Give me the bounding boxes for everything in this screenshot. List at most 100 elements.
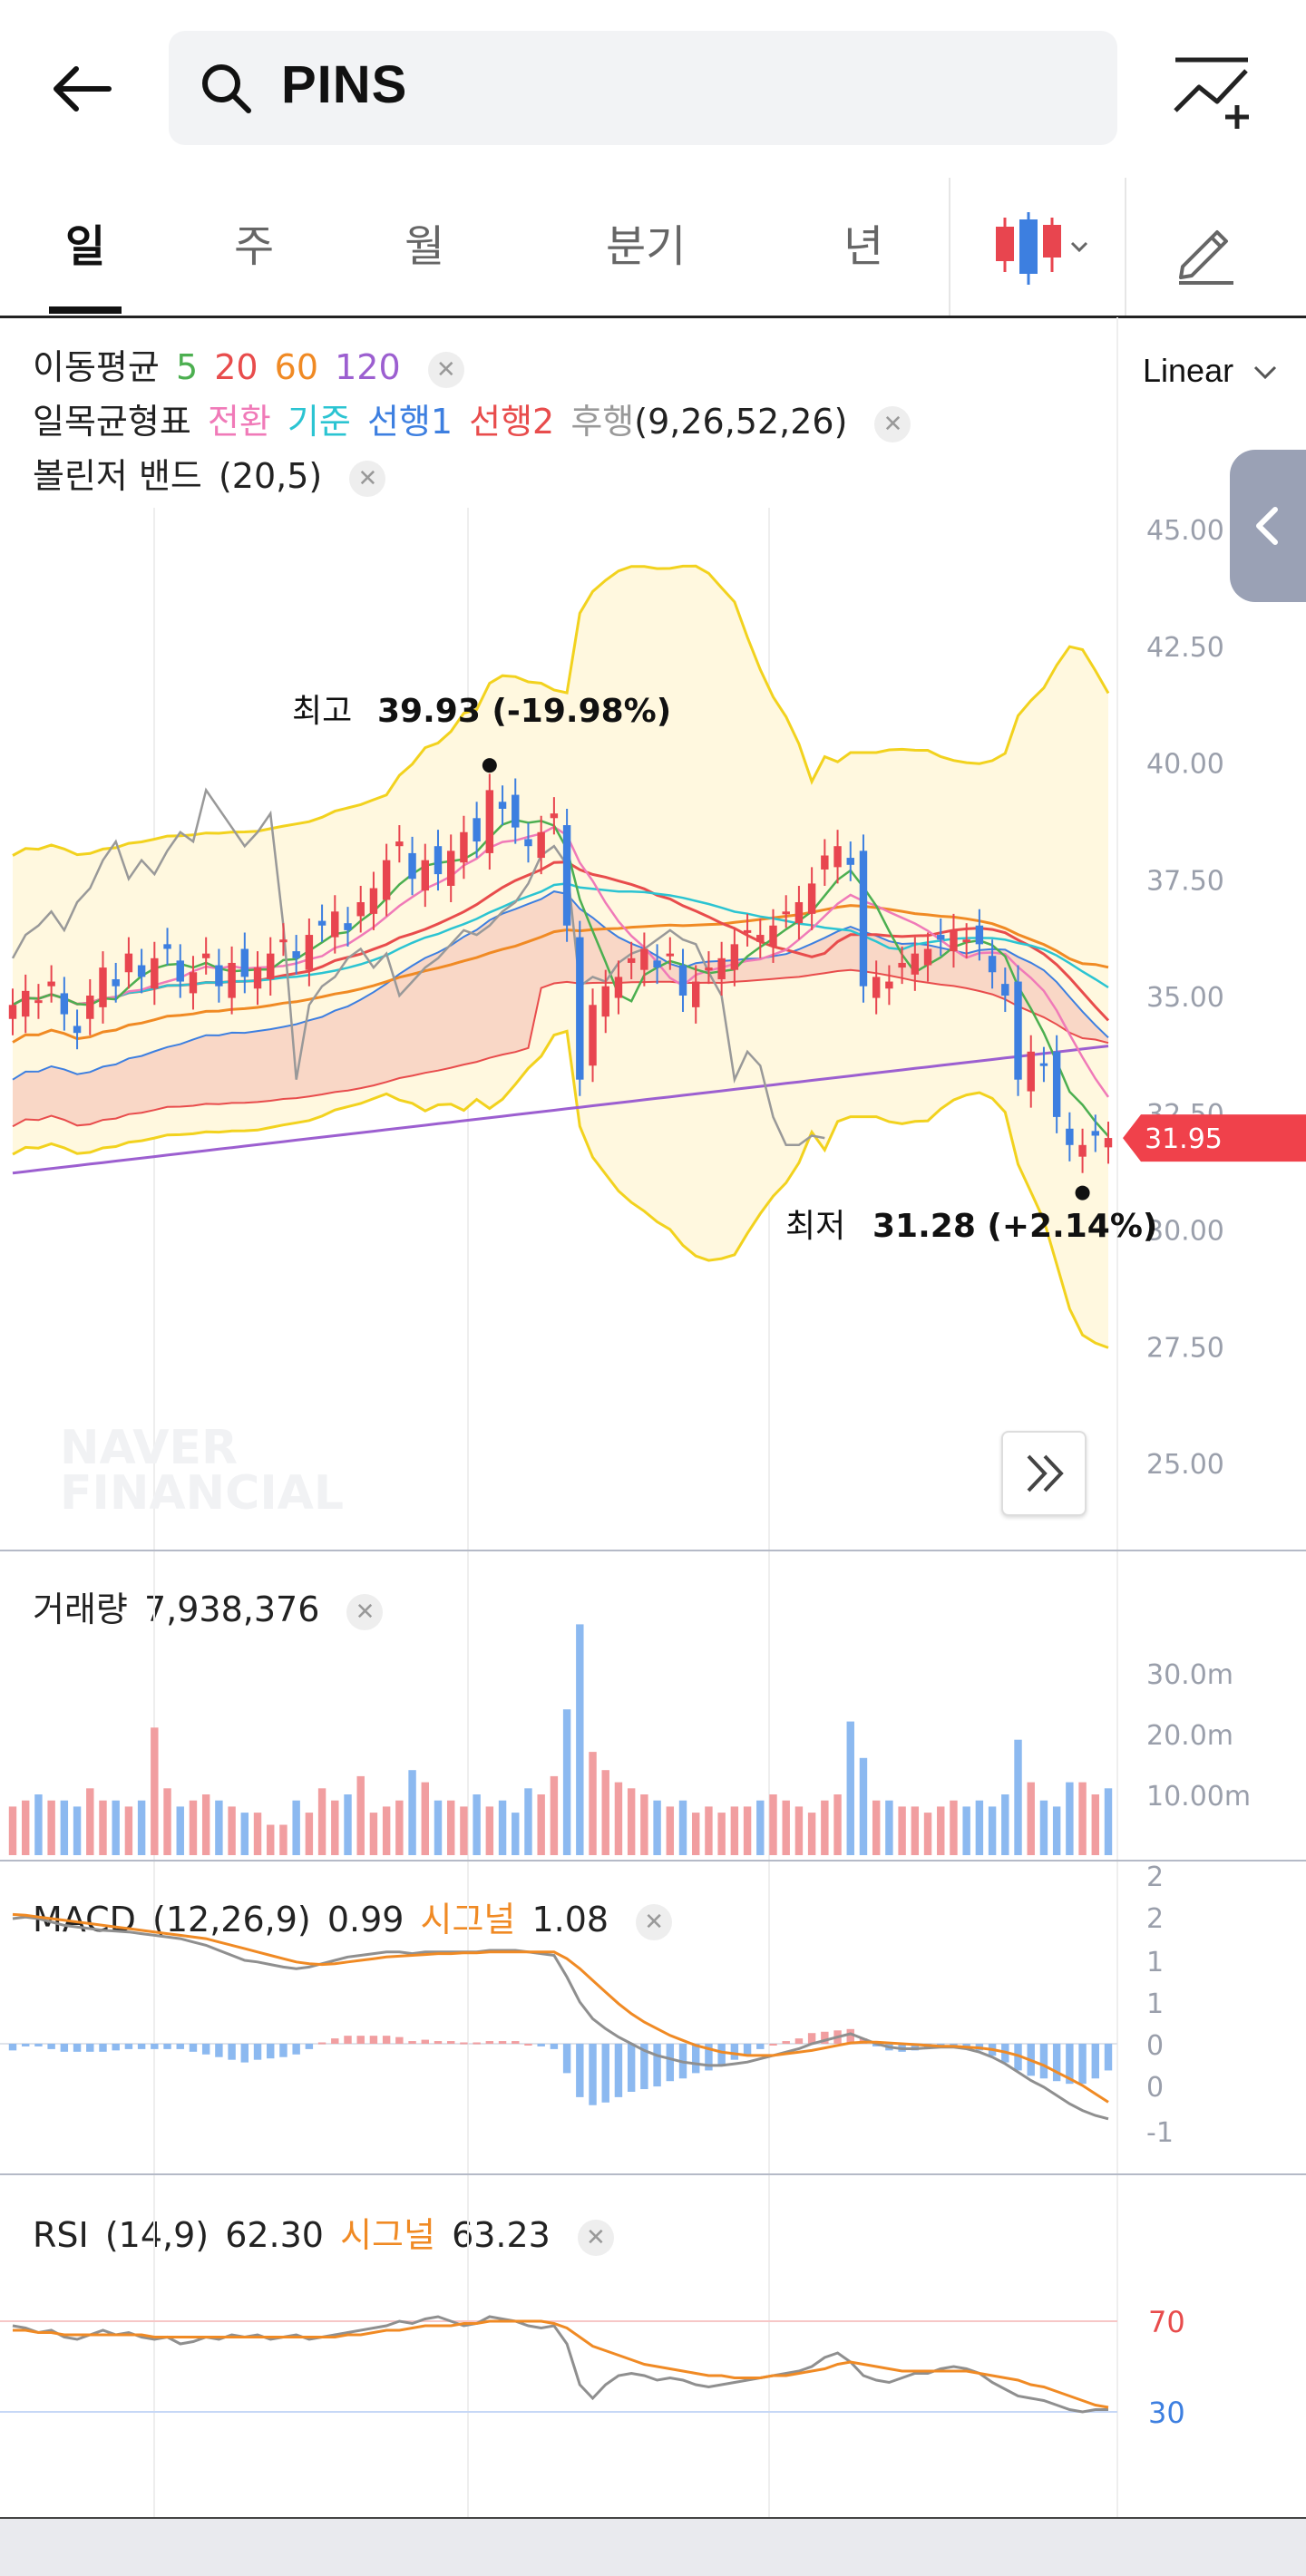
volume-bar (885, 1800, 893, 1855)
tab-quarter[interactable]: 분기 (606, 221, 687, 272)
candle (305, 919, 314, 987)
macd-histogram-bar (537, 2044, 545, 2046)
low-value: 31.28 (+2.14%) (872, 1208, 1157, 1245)
draw-button[interactable] (1170, 214, 1243, 287)
remove-bollinger-button[interactable]: ✕ (349, 460, 386, 497)
volume-bar (331, 1800, 339, 1855)
scroll-to-latest-button[interactable] (1001, 1431, 1087, 1516)
macd-histogram-bar (253, 2044, 262, 2060)
candle-body (627, 957, 636, 963)
candle (859, 834, 868, 1003)
macd-histogram-bar (498, 2041, 507, 2044)
scale-label: Linear (1143, 352, 1234, 389)
candle (653, 944, 661, 985)
candle (344, 907, 352, 947)
volume-bar (279, 1824, 288, 1855)
candle-body (434, 846, 443, 875)
candle (601, 969, 609, 1034)
scale-dropdown[interactable]: Linear (1143, 352, 1279, 390)
macd-histogram-bar (1104, 2044, 1113, 2071)
candle (369, 871, 378, 930)
candle-body (228, 962, 236, 998)
candle (730, 928, 739, 987)
candle (678, 948, 687, 1013)
ma20-label: 20 (214, 347, 258, 387)
candle (743, 913, 752, 947)
macd-histogram-bar (1039, 2044, 1048, 2079)
remove-rsi-button[interactable]: ✕ (577, 2219, 614, 2256)
macd-histogram-bar (576, 2044, 584, 2097)
candle (99, 951, 107, 1024)
lagging-span-line (11, 787, 825, 1147)
macd-histogram-bar (473, 2042, 481, 2045)
candle-body (446, 851, 455, 886)
chart-type-dropdown[interactable] (992, 209, 1101, 290)
candle (86, 978, 94, 1035)
volume-bar (86, 1788, 94, 1855)
macd-histogram-bar (653, 2044, 661, 2087)
candle-body (653, 960, 661, 968)
candle-body (151, 957, 159, 989)
side-panel-toggle[interactable] (1230, 450, 1306, 602)
candle-body (589, 1005, 597, 1066)
macd-histogram-bar (292, 2044, 300, 2055)
macd-histogram-bar (434, 2041, 443, 2044)
candle (576, 920, 584, 1096)
high-label: 최고 (292, 693, 352, 730)
arrow-left-icon (54, 66, 112, 112)
back-button[interactable] (36, 44, 127, 134)
leading-span1-line (12, 890, 1109, 1081)
macd-histogram-bar (240, 2044, 249, 2063)
tab-day[interactable]: 일 (65, 221, 106, 272)
macd-histogram-bar (189, 2044, 198, 2052)
candle-body (678, 965, 687, 996)
candle (151, 941, 159, 1006)
search-field[interactable]: PINS (169, 31, 1117, 145)
remove-volume-button[interactable]: ✕ (346, 1593, 384, 1630)
candle-body (344, 923, 352, 930)
volume-bar (794, 1806, 804, 1855)
macd-histogram-bar (692, 2044, 700, 2074)
macd-histogram-bar (317, 2042, 326, 2045)
volume-bar (627, 1788, 636, 1855)
candle (279, 923, 288, 957)
ichimoku-label: 일목균형표 (33, 402, 191, 442)
chart-add-icon (1174, 57, 1249, 129)
macd-histogram-bar (627, 2044, 636, 2092)
macd-histogram-bar (846, 2028, 854, 2044)
macd-histogram-bar (344, 2036, 352, 2044)
macd-histogram-bar (666, 2044, 675, 2082)
macd-histogram-bar (34, 2044, 43, 2046)
remove-ichimoku-button[interactable]: ✕ (874, 405, 911, 442)
candle (666, 937, 675, 970)
volume-bar (1001, 1794, 1009, 1855)
remove-ma-button[interactable]: ✕ (427, 351, 464, 388)
candle (512, 778, 520, 844)
tab-week[interactable]: 주 (234, 221, 275, 272)
price-tick-label: 37.50 (1146, 865, 1224, 897)
volume-bar (317, 1788, 326, 1855)
macd-histogram-bar (305, 2044, 314, 2049)
candle (434, 830, 443, 891)
macd-histogram-bar (782, 2041, 790, 2044)
candle-body (253, 967, 262, 989)
candle-body (498, 802, 507, 809)
tab-month[interactable]: 월 (404, 221, 445, 272)
candle-body (1066, 1128, 1074, 1145)
candle-body (692, 981, 700, 1007)
remove-macd-button[interactable]: ✕ (636, 1903, 673, 1940)
macd-histogram-bar (112, 2044, 120, 2051)
add-chart-button[interactable] (1166, 45, 1257, 136)
volume-bar (421, 1782, 429, 1855)
candle (240, 932, 249, 994)
rsi-label: RSI (33, 2215, 89, 2255)
volume-bar (512, 1813, 520, 1855)
volume-bar (163, 1788, 171, 1855)
volume-bar (705, 1806, 713, 1855)
price-chart[interactable]: 45.0042.5040.0037.5035.0032.5030.0027.50… (0, 0, 1306, 2521)
candle (112, 962, 120, 1003)
price-tick-label: 42.50 (1146, 632, 1224, 664)
tab-year[interactable]: 년 (843, 221, 884, 272)
macd-signal-line (12, 1912, 1109, 2104)
volume-label: 거래량 (33, 1589, 128, 1629)
